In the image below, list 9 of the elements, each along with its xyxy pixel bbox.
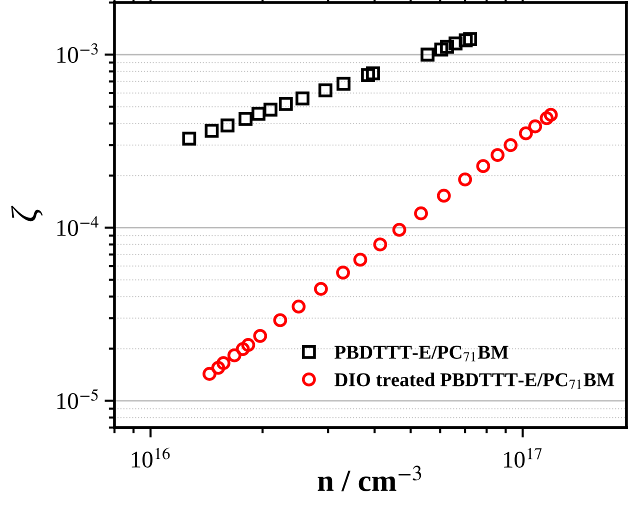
- legend-label: PBDTTT-E/PC$_{71}$BM: [334, 346, 508, 362]
- x-axis-title: n / cm$^{−3}$: [318, 466, 422, 492]
- y-tick-label: 10$^{−5}$: [57, 389, 98, 410]
- y-tick-label: 10$^{−3}$: [57, 43, 98, 63]
- y-axis-title: ζ: [11, 206, 43, 222]
- x-tick-label: 10$^{16}$: [132, 448, 170, 468]
- x-tick-label: 10$^{17}$: [504, 448, 542, 468]
- legend-label: DIO treated PBDTTT-E/PC$_{71}$BM: [334, 372, 614, 389]
- y-tick-label: 10$^{−4}$: [57, 216, 98, 236]
